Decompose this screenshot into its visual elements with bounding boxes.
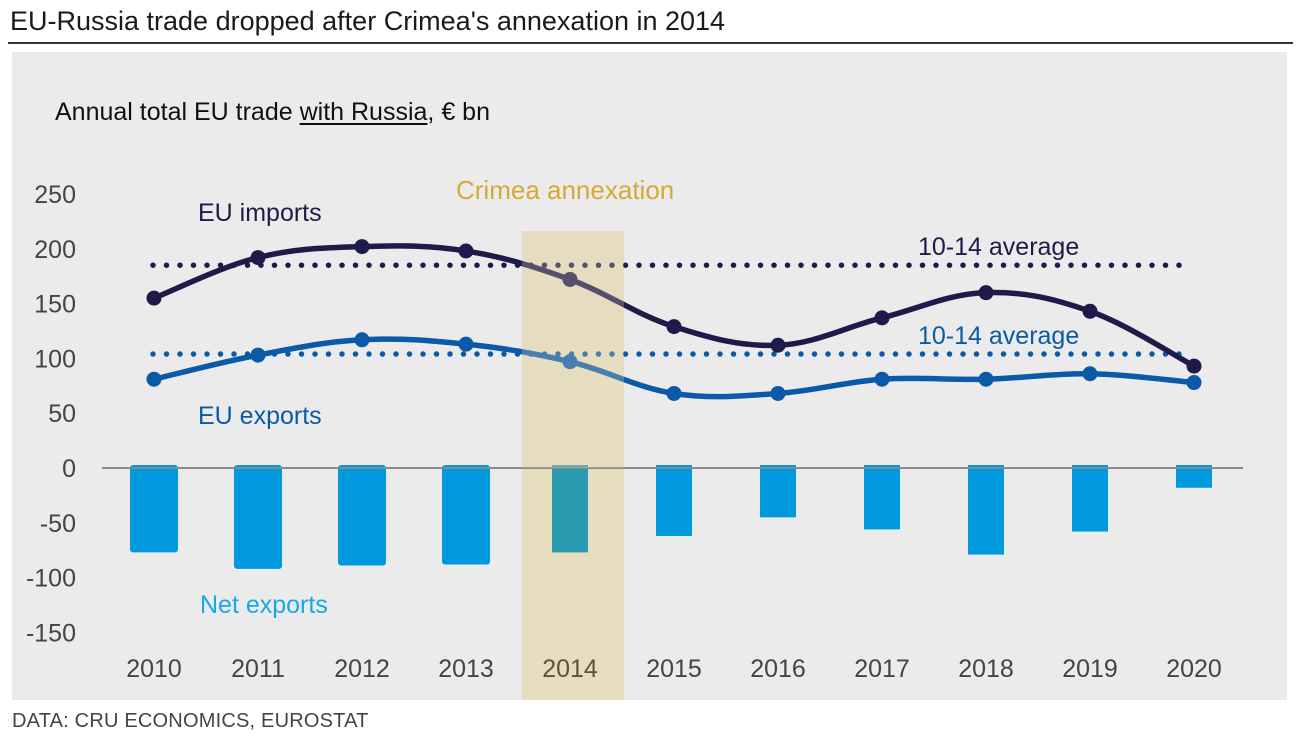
net-exports-bar-2017 (864, 465, 900, 530)
exports-point-2019 (1082, 366, 1098, 382)
imports-point-2010 (146, 290, 162, 306)
subtitle-underlined: with Russia (299, 98, 428, 126)
net-exports-bar-2015 (656, 465, 692, 536)
data-source: DATA: CRU ECONOMICS, EUROSTAT (12, 710, 369, 732)
net-exports-bar-2019 (1072, 465, 1108, 532)
crimea-annotation-label: Crimea annexation (456, 175, 674, 205)
net-exports-bar-2014 (552, 465, 588, 553)
exports-point-2016 (770, 385, 786, 401)
exports-point-2015 (666, 385, 682, 401)
subtitle-prefix: Annual total EU trade (55, 98, 300, 126)
x-tick-label-2010: 2010 (126, 655, 182, 683)
imports-point-2011 (250, 250, 266, 266)
exports-point-2011 (250, 347, 266, 363)
y-tick-label: -50 (40, 510, 76, 538)
title-divider (8, 42, 1293, 44)
exports-point-2013 (458, 336, 474, 352)
x-tick-label-2016: 2016 (750, 655, 806, 683)
exports-point-2017 (874, 371, 890, 387)
y-tick-label: 150 (34, 291, 76, 319)
exports-point-2018 (978, 371, 994, 387)
imports-point-2018 (978, 285, 994, 301)
x-tick-label-2011: 2011 (231, 655, 285, 683)
imports-average-label: 10-14 average (918, 233, 1079, 261)
x-tick-label-2015: 2015 (646, 655, 702, 683)
imports-series-label: EU imports (198, 199, 322, 227)
imports-point-2015 (666, 319, 682, 335)
net-exports-bar-2020 (1176, 465, 1212, 488)
net-exports-series-label: Net exports (200, 591, 328, 619)
exports-point-2012 (354, 332, 370, 348)
x-tick-label-2013: 2013 (438, 655, 494, 683)
y-tick-label: 250 (34, 181, 76, 209)
exports-point-2010 (146, 371, 162, 387)
net-exports-bar-2018 (968, 465, 1004, 555)
exports-average-label: 10-14 average (918, 322, 1079, 350)
exports-point-2020 (1186, 375, 1202, 391)
imports-point-2012 (354, 239, 370, 255)
x-tick-label-2019: 2019 (1062, 655, 1118, 683)
y-tick-label: 100 (34, 345, 76, 373)
y-tick-label: -100 (26, 565, 76, 593)
imports-point-2016 (770, 337, 786, 353)
x-tick-label-2014: 2014 (542, 655, 598, 683)
net-exports-bar-2016 (760, 465, 796, 518)
subtitle-suffix: , € bn (427, 98, 490, 126)
x-tick-label-2020: 2020 (1166, 655, 1222, 683)
x-tick-label-2012: 2012 (334, 655, 390, 683)
net-exports-bar-2011 (234, 465, 282, 569)
chart-subtitle: Annual total EU trade with Russia, € bn (55, 98, 490, 127)
chart-title: EU-Russia trade dropped after Crimea's a… (10, 6, 726, 36)
imports-point-2019 (1082, 303, 1098, 319)
y-tick-label: -150 (26, 619, 76, 647)
x-tick-label-2017: 2017 (854, 655, 910, 683)
net-exports-bar-2013 (442, 465, 490, 565)
y-tick-label: 0 (62, 455, 76, 483)
exports-series-label: EU exports (198, 402, 322, 430)
imports-point-2020 (1186, 358, 1202, 374)
y-tick-label: 200 (34, 236, 76, 264)
highlight-band-overlay (522, 231, 624, 468)
y-tick-label: 50 (48, 400, 76, 428)
exports-point-2014 (562, 354, 578, 370)
net-exports-bar-2010 (130, 465, 178, 553)
x-tick-label-2018: 2018 (958, 655, 1014, 683)
imports-point-2017 (874, 310, 890, 326)
imports-point-2014 (562, 271, 578, 287)
net-exports-bar-2012 (338, 465, 386, 566)
imports-point-2013 (458, 243, 474, 259)
